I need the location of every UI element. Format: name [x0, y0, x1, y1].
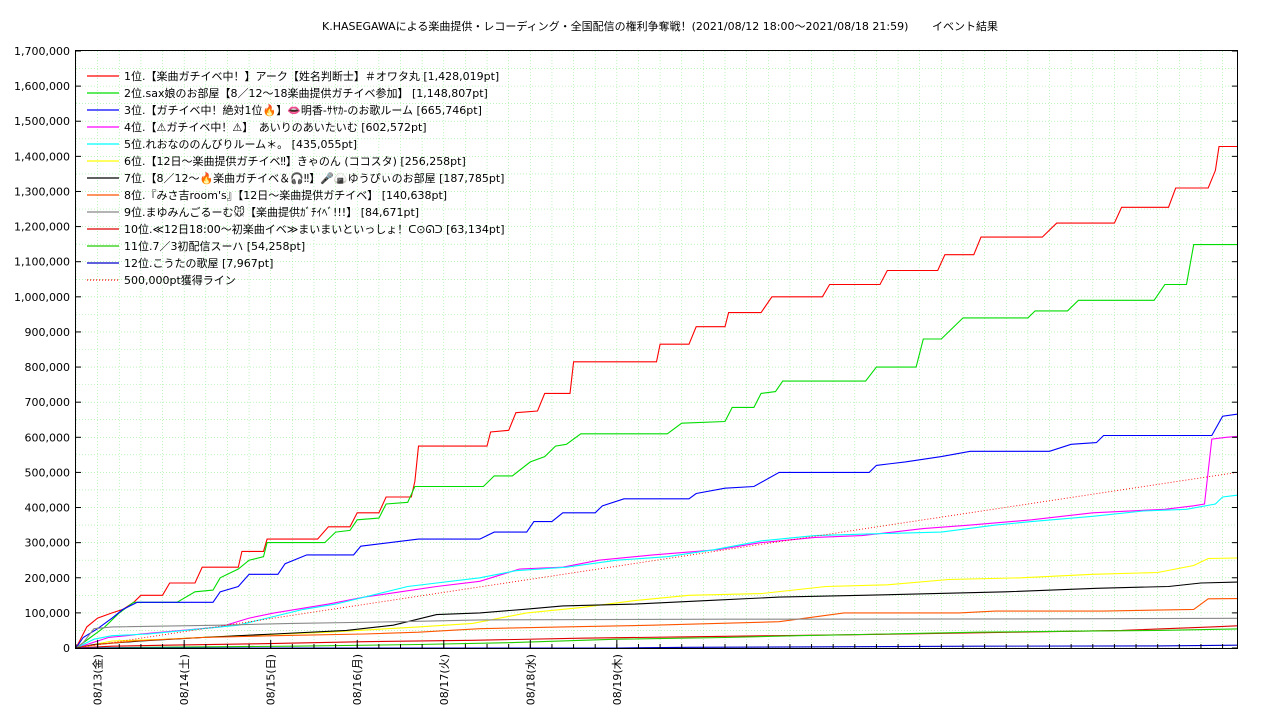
legend-label: 1位.【楽曲ガチイベ中！】アーク【姓名判断士】＃オワタ丸 [1,428,019p… — [124, 69, 499, 83]
legend-label: 5位.れおなののんびりルーム＊。 [435,055pt] — [124, 137, 357, 151]
y-tick-label: 900,000 — [25, 326, 71, 339]
y-tick-label: 1,700,000 — [14, 45, 70, 58]
x-tick-label: 08/19(木) — [611, 654, 624, 705]
y-tick-label: 200,000 — [25, 572, 71, 585]
series-line — [75, 244, 1237, 649]
series-line — [75, 617, 1238, 649]
series-line — [75, 413, 1238, 649]
legend-label: 3位.【ガチイベ中！絶対1位🔥】👄明香-ｻﾔｶ-のお歌ルーム [665,746p… — [124, 103, 482, 117]
y-tick-label: 1,200,000 — [14, 221, 70, 234]
y-tick-label: 400,000 — [25, 502, 71, 515]
y-tick-label: 500,000 — [25, 466, 71, 479]
y-tick-label: 700,000 — [25, 396, 71, 409]
series-line — [75, 471, 1238, 649]
y-tick-label: 800,000 — [25, 361, 71, 374]
series-line — [75, 628, 1238, 649]
y-tick-label: 1,000,000 — [14, 291, 70, 304]
y-tick-label: 100,000 — [25, 607, 71, 620]
y-tick-label: 0 — [63, 642, 70, 655]
grid — [75, 50, 1237, 649]
x-tick-label: 08/16(月) — [351, 654, 364, 705]
legend-label: 4位.【⚠ガチイベ中！⚠】 あいりのあいたいむ [602,572pt] — [124, 120, 427, 134]
legend-label: 12位.こうたの歌屋 [7,967pt] — [124, 256, 273, 270]
legend: 1位.【楽曲ガチイベ中！】アーク【姓名判断士】＃オワタ丸 [1,428,019p… — [87, 69, 505, 287]
series-line — [75, 145, 1237, 649]
y-tick-label: 1,600,000 — [14, 80, 70, 93]
legend-label: 9位.まゆみんごるーむ🐭【楽曲提供ｶﾞﾁｲﾍﾞ!!!】 [84,671pt] — [124, 205, 419, 219]
y-tick-label: 300,000 — [25, 537, 71, 550]
legend-label: 2位.sax娘のお部屋【8／12〜18楽曲提供ガチイベ参加】 [1,148,80… — [124, 86, 488, 100]
x-tick-label: 08/17(火) — [438, 654, 451, 705]
plot-frame — [75, 50, 1238, 649]
legend-label: 500,000pt獲得ライン — [124, 274, 236, 287]
series-lines — [75, 145, 1238, 649]
legend-label: 11位.7／3初配信スーハ [54,258pt] — [124, 239, 305, 253]
y-tick-label: 1,400,000 — [14, 150, 70, 163]
legend-label: 10位.≪12日18:00〜初楽曲イベ≫まいまいといっしょ！ᑕ⊙ᘏᑐ [63,1… — [124, 222, 505, 236]
series-line — [75, 625, 1238, 649]
series-line — [75, 581, 1238, 649]
y-tick-label: 600,000 — [25, 431, 71, 444]
y-axis: 0 100,000 200,000 300,000 400,000 500,000 600,… — [14, 45, 1237, 655]
x-axis: 08/13(金) 08/14(土) 08/15(日) 08/16(月) 08/17(火)… — [75, 640, 1224, 705]
series-line — [75, 435, 1238, 649]
legend-label: 6位.【12日〜楽曲提供ガチイベ‼】きゃのん (ココスタ) [256,258pt… — [124, 154, 466, 168]
y-tick-label: 1,500,000 — [14, 115, 70, 128]
x-tick-label: 08/18(水) — [524, 654, 537, 705]
x-tick-label: 08/13(金) — [91, 654, 105, 705]
series-line — [75, 598, 1238, 649]
x-tick-label: 08/15(日) — [265, 654, 278, 705]
chart-title: K.HASEGAWAによる楽曲提供・レコーディング・全国配信の権利争奪戦！(20… — [322, 19, 908, 33]
y-tick-label: 1,300,000 — [14, 185, 70, 198]
y-tick-label: 1,100,000 — [14, 256, 70, 269]
x-tick-label: 08/14(土) — [178, 654, 191, 705]
chart-subtitle: イベント結果 — [932, 19, 998, 33]
series-line — [75, 494, 1238, 649]
legend-label: 8位.『みさ吉room's』【12日〜楽曲提供ガチイベ】 [140,638pt] — [124, 188, 447, 202]
legend-label: 7位.【8／12〜🔥楽曲ガチイベ＆🎧‼】🎤🍙ゆうぴぃのお部屋 [187,785p… — [124, 171, 504, 185]
